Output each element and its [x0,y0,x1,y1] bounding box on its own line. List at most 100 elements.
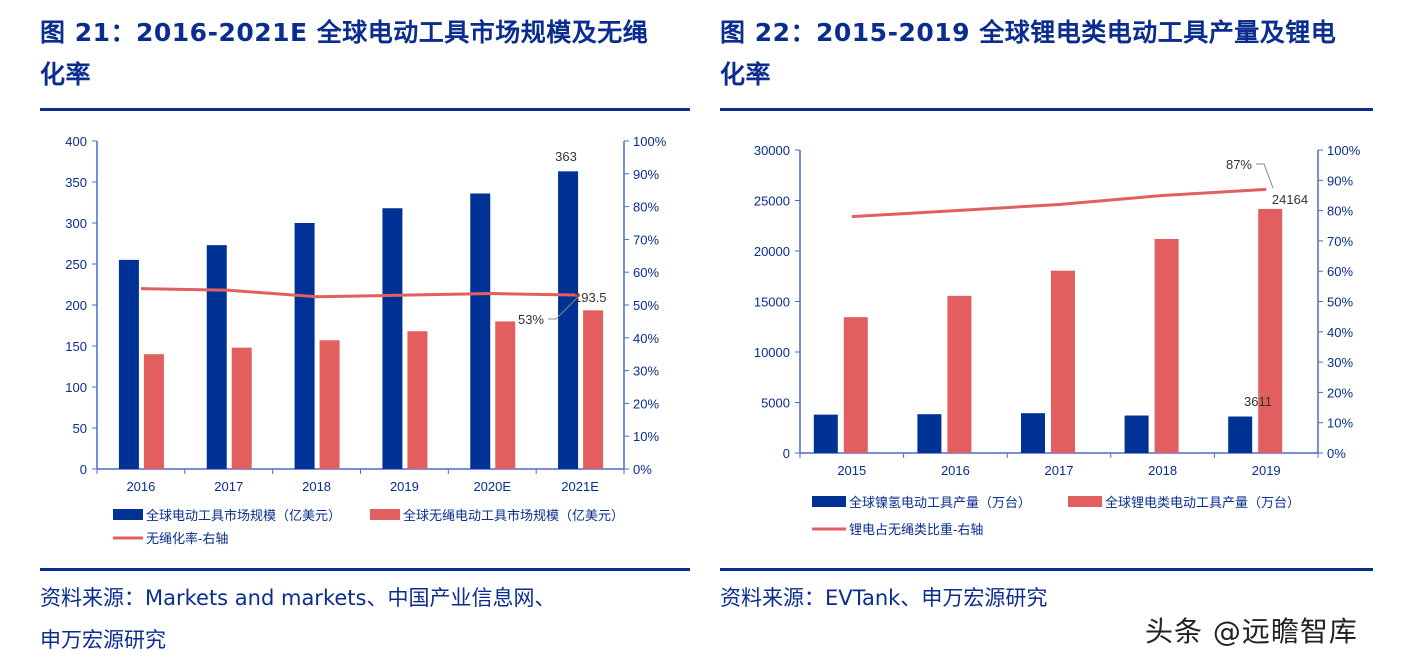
chart-22-bar-series2 [843,317,868,453]
chart-22-x-tick-label: 2017 [1045,463,1074,478]
chart-22-leader-line [1256,163,1274,189]
chart-22-y-tick-label: 15000 [754,295,790,310]
chart-21-y-tick-label: 0 [80,462,87,477]
chart-21-y-tick-label: 100 [65,380,87,395]
chart-22-data-label: 3611 [1244,394,1272,409]
chart-22-bar-series2 [1051,270,1075,453]
chart-22-y2-tick-label: 60% [1327,264,1353,279]
chart-22-legend-swatch [1068,496,1102,507]
chart-22-y-tick-label: 30000 [754,143,790,158]
chart-22-bar-series1 [917,414,942,453]
chart-21-data-label: 363 [555,149,577,164]
chart-22-bar-series1 [1228,416,1253,453]
chart-21-y2-tick-label: 60% [633,265,659,280]
chart-22: 0 5000 10000 15000 20000 25000 30000 0% 10% 20% 30… [754,143,1361,537]
chart-21-y-tick-label: 200 [65,298,87,313]
chart-21-y2-tick-label: 80% [633,200,659,215]
chart-22-y-tick-label: 5000 [761,396,790,411]
chart-21-y2-tick-label: 90% [633,167,659,182]
chart-21-x-tick-label: 2021E [561,479,599,494]
chart-21-bar-series2 [319,340,340,469]
chart-22-y-tick-label: 20000 [754,244,790,259]
chart-22-x-tick-label: 2019 [1252,463,1281,478]
chart-21-bar-series2 [143,354,164,469]
chart-22-title-line2: 化率 [720,60,772,89]
chart-21-x-tick-label: 2017 [214,479,243,494]
chart-21-line-series [140,287,581,299]
chart-21-bar-series1 [118,259,139,469]
chart-22-top-rule [720,108,1373,111]
chart-22-legend-label: 锂电占无绳类比重-右轴 [849,522,983,537]
chart-22-bar-series1 [1021,413,1045,453]
chart-21-x-tick-label: 2016 [126,479,155,494]
chart-21-x-tick-label: 2019 [390,479,419,494]
chart-21-y2-tick-label: 40% [633,331,659,346]
chart-21-y-tick-label: 350 [65,175,87,190]
chart-21-y2-tick-label: 50% [633,298,659,313]
chart-22-legend-label: 全球锂电类电动工具产量（万台） [1105,495,1300,510]
chart-21-legend-label: 全球无绳电动工具市场规模（亿美元） [403,508,624,523]
chart-22-data-label: 87% [1226,157,1252,172]
chart-21-y-tick-label: 250 [65,257,87,272]
chart-21-bar-series1 [382,208,403,470]
chart-21-source-line2: 申万宏源研究 [40,628,166,652]
chart-21-bar-series1 [206,245,227,469]
chart-22-bar-series1 [813,414,838,453]
watermark: 头条 @远瞻智库 [1145,615,1358,648]
chart-22-y2-tick-label: 100% [1327,143,1361,158]
chart-22-x-tick-label: 2015 [837,463,866,478]
chart-22-y2-tick-label: 50% [1327,295,1353,310]
chart-21-bar-series1 [558,171,579,469]
chart-22-y2-tick-label: 20% [1327,385,1353,400]
chart-21-y-tick-label: 50 [73,421,87,436]
chart-22-bar-series1 [1124,415,1149,453]
chart-21-y-tick-label: 400 [65,134,87,149]
chart-21-data-label: 193.5 [574,290,607,305]
chart-22-legend-swatch [812,496,846,507]
chart-21-title-line1: 图 21：2016-2021E 全球电动工具市场规模及无绳 [40,18,649,47]
chart-22-bar-series2 [1258,208,1283,453]
chart-22-y2-tick-label: 40% [1327,325,1353,340]
chart-21-data-label: 53% [518,312,544,327]
chart-22-title-line1: 图 22：2015-2019 全球锂电类电动工具产量及锂电 [720,18,1337,47]
chart-21-y2-tick-label: 10% [633,429,659,444]
chart-22-legend-label: 全球镍氢电动工具产量（万台） [849,495,1031,510]
chart-21-bottom-rule [40,568,690,571]
chart-22-title: 图 22：2015-2019 全球锂电类电动工具产量及锂电 化率 [720,12,1336,96]
chart-21-bar-series2 [583,310,604,469]
chart-21-bar-series1 [470,193,491,470]
chart-22-y-tick-label: 10000 [754,345,790,360]
chart-21: 0 50 100 150 200 250 300 350 400 0% 10% 20% 30% 40% 50… [65,134,666,546]
chart-22-y2-tick-label: 30% [1327,355,1353,370]
chart-22-y2-tick-label: 80% [1327,204,1353,219]
chart-21-title: 图 21：2016-2021E 全球电动工具市场规模及无绳 化率 [40,12,648,96]
chart-21-leader-line [548,294,581,320]
chart-22-y2-tick-label: 0% [1327,446,1346,461]
chart-21-top-rule [40,108,690,111]
chart-21-legend-swatch [370,509,400,520]
chart-22-y-tick-label: 0 [783,446,790,461]
chart-22-source-line1: 资料来源：EVTank、申万宏源研究 [720,586,1048,610]
chart-21-bar-series1 [294,223,315,469]
chart-21-bar-series2 [495,321,516,469]
chart-21-y-tick-label: 300 [65,216,87,231]
chart-22-y2-tick-label: 70% [1327,234,1353,249]
chart-22-y2-tick-label: 10% [1327,416,1353,431]
chart-21-y2-tick-label: 30% [633,364,659,379]
chart-21-source-line1: 资料来源：Markets and markets、中国产业信息网、 [40,586,556,610]
chart-21-legend-label: 全球电动工具市场规模（亿美元） [146,508,341,523]
chart-22-x-tick-label: 2016 [941,463,970,478]
chart-21-x-tick-label: 2020E [473,479,511,494]
chart-21-x-tick-label: 2018 [302,479,331,494]
chart-22-bar-series2 [1154,238,1179,453]
chart-21-bar-series2 [407,331,428,469]
chart-22-bar-series2 [947,295,972,453]
chart-22-source: 资料来源：EVTank、申万宏源研究 [720,577,1047,619]
chart-22-line-series [851,187,1267,219]
chart-21-y2-tick-label: 0% [633,462,652,477]
chart-21-y2-tick-label: 20% [633,396,659,411]
chart-21-y2-tick-label: 70% [633,232,659,247]
chart-21-y-tick-label: 150 [65,339,87,354]
chart-21-title-line2: 化率 [40,60,92,89]
chart-22-bottom-rule [720,568,1373,571]
